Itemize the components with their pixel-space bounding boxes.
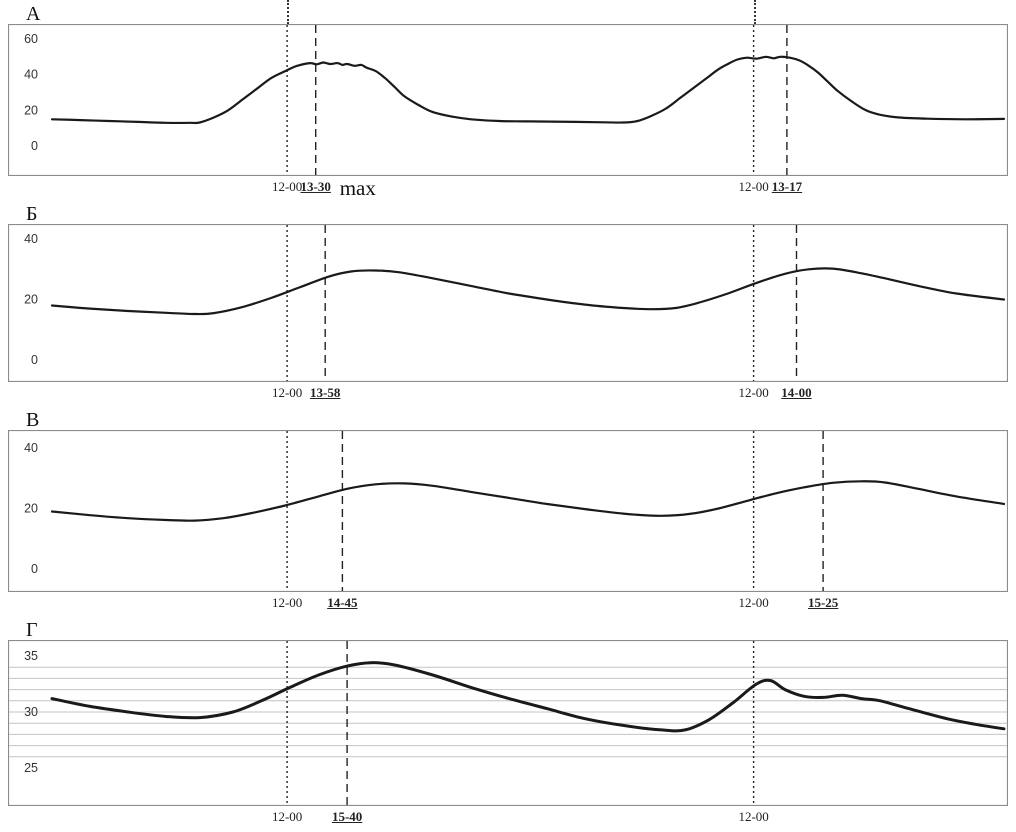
panel-g: Г 25 30 35 12-00 15-40 12-00	[0, 616, 1016, 830]
panel-g-header: Г	[0, 616, 1016, 640]
noon-time-label: 12-00	[738, 809, 769, 824]
svg-text:30: 30	[24, 705, 38, 719]
svg-text:0: 0	[31, 139, 38, 153]
panel-b-header: Б	[0, 200, 1016, 224]
noon-time-label: 12-00	[271, 595, 303, 610]
noon-time-label: 12-00	[738, 179, 769, 194]
panel-g-plot-box: 25 30 35	[8, 640, 1008, 806]
panel-v: В 0 20 40 12-00 14-45 12-00 15-25	[0, 406, 1016, 616]
svg-text:25: 25	[24, 761, 38, 775]
max-time-label: 13-30	[300, 179, 331, 194]
max-time-label: 13-17	[771, 179, 803, 194]
panel-b-line-chart: 0 20 40	[8, 224, 1008, 382]
panel-v-line-chart: 0 20 40	[8, 430, 1008, 592]
noon-time-label: 12-00	[271, 809, 303, 824]
noon-time-label: 12-00	[738, 385, 769, 400]
noon-vline-extension	[753, 0, 756, 24]
svg-text:60: 60	[24, 32, 38, 46]
max-time-label: 14-00	[781, 385, 812, 400]
panel-g-label: Г	[26, 619, 38, 641]
max-time-label: 15-25	[807, 595, 839, 610]
panel-a-plot-box: 0 20 40 60	[8, 24, 1008, 176]
svg-text:40: 40	[24, 232, 38, 246]
panel-g-x-labels: 12-00 15-40 12-00	[0, 806, 1016, 830]
panel-v-header: В	[0, 406, 1016, 430]
panel-g-line-chart: 25 30 35	[8, 640, 1008, 806]
max-time-label: 13-58	[310, 385, 341, 400]
panel-v-label: В	[26, 409, 40, 431]
panel-a-header: А	[0, 0, 1016, 24]
panel-b: Б 0 20 40 12-00 13-58 12-00 14-00	[0, 200, 1016, 406]
svg-text:35: 35	[24, 649, 38, 663]
noon-vline-extension	[287, 0, 290, 24]
panel-b-x-labels: 12-00 13-58 12-00 14-00	[0, 382, 1016, 406]
panel-a-line-chart: 0 20 40 60	[8, 24, 1008, 176]
panel-a-label: А	[26, 3, 41, 25]
svg-text:0: 0	[31, 353, 38, 367]
noon-time-label: 12-00	[271, 179, 303, 194]
max-time-label: 15-40	[331, 809, 363, 824]
panel-a: А 0 20 40 60 12-00 13-30 12-00 13-17 max	[0, 0, 1016, 200]
noon-time-label: 12-00	[271, 385, 303, 400]
svg-text:0: 0	[31, 562, 38, 576]
panel-v-x-labels: 12-00 14-45 12-00 15-25	[0, 592, 1016, 616]
panel-b-label: Б	[26, 203, 38, 225]
svg-text:40: 40	[24, 441, 38, 455]
panel-a-x-labels: 12-00 13-30 12-00 13-17 max	[0, 176, 1016, 200]
svg-text:20: 20	[24, 103, 38, 117]
max-time-label: 14-45	[327, 595, 358, 610]
svg-text:20: 20	[24, 293, 38, 307]
panel-b-plot-box: 0 20 40	[8, 224, 1008, 382]
max-annotation: max	[339, 176, 376, 200]
svg-text:20: 20	[24, 502, 38, 516]
svg-text:40: 40	[24, 68, 38, 82]
panel-v-plot-box: 0 20 40	[8, 430, 1008, 592]
noon-time-label: 12-00	[738, 595, 769, 610]
